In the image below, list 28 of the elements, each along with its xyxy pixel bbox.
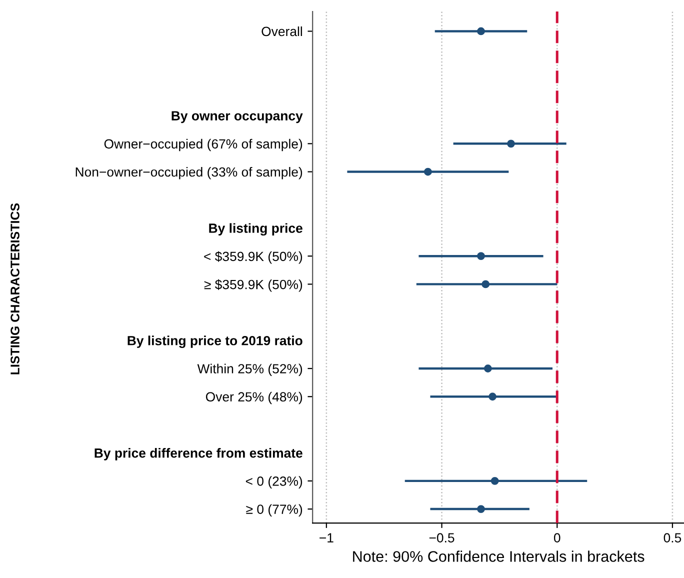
x-tick-label: 0.5 [664, 533, 682, 543]
x-tick-label: −1 [320, 533, 334, 542]
point [477, 27, 485, 36]
point [484, 364, 492, 372]
y-tick-label: By price difference from estimate [94, 448, 302, 460]
y-tick-label: < $359.9K (50%) [204, 251, 302, 264]
y-tick-label: ≥ $359.9K (50%) [204, 279, 302, 292]
y-tick-label: By listing price to 2019 ratio [128, 336, 302, 348]
point [424, 168, 432, 176]
point [477, 252, 485, 260]
point [482, 280, 490, 288]
y-tick-label: By listing price [209, 223, 302, 236]
y-tick-label: Non−owner−occupied (33% of sample) [76, 166, 302, 180]
y-tick-label: ≥ 0 (77%) [246, 504, 302, 517]
y-tick-label: Overall [262, 26, 302, 36]
point [490, 476, 499, 485]
point [477, 505, 485, 513]
y-tick-label: < 0 (23%) [246, 476, 302, 488]
x-tick-label: 0 [554, 533, 560, 543]
x-tick-label: −0.5 [429, 533, 454, 543]
point [488, 392, 496, 401]
y-tick-label: By owner occupancy [172, 111, 303, 124]
y-tick-label: Owner−occupied (67% of sample) [104, 138, 302, 152]
y-axis-title: LISTING CHARACTERISTICS [10, 203, 20, 374]
x-axis-title: Note: 90% Confidence Intervals in brackets [353, 550, 644, 562]
y-tick-label: Over 25% (48%) [206, 392, 302, 404]
point [507, 140, 515, 148]
y-tick-label: Within 25% (52%) [197, 364, 302, 376]
